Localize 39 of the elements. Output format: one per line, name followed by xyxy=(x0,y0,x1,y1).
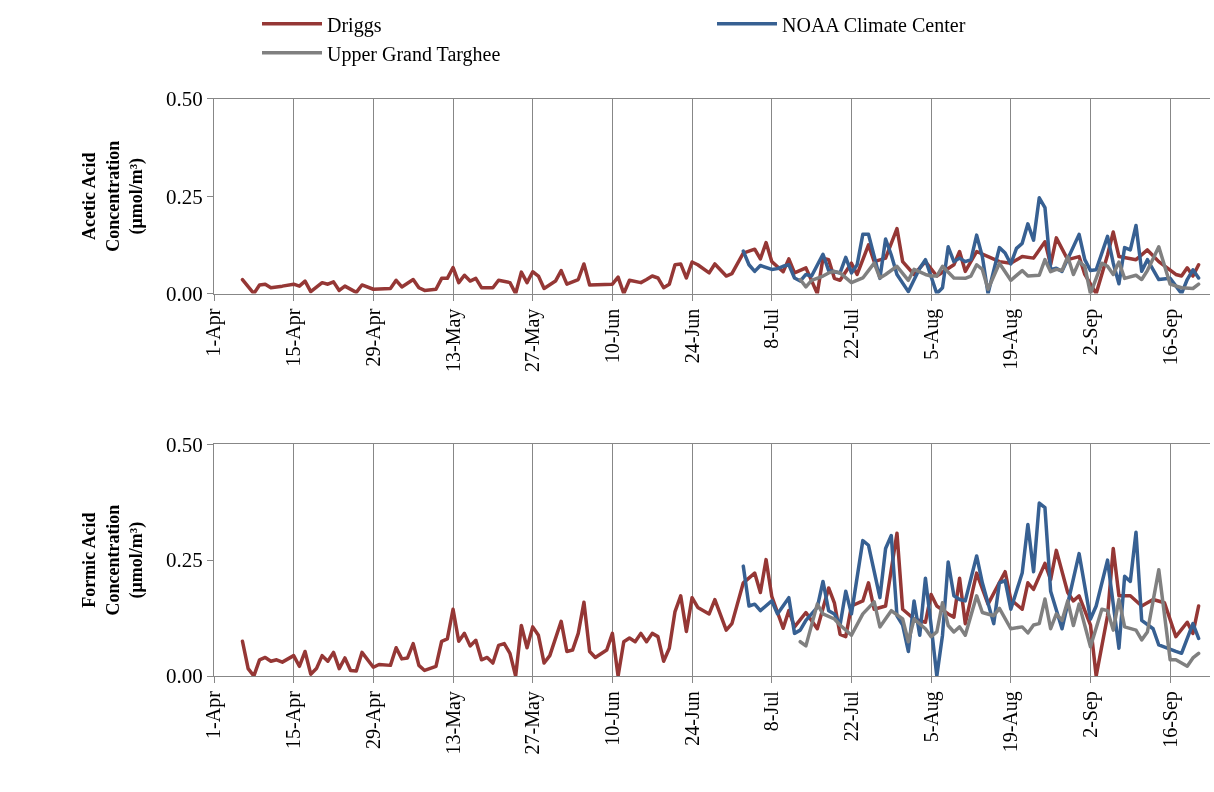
x-tick-label: 27-May xyxy=(521,691,545,755)
x-tick-label: 16-Sep xyxy=(1158,308,1182,366)
x-tick-label: 16-Sep xyxy=(1158,691,1182,748)
x-tick-label: 15-Apr xyxy=(282,308,306,367)
x-tick-label: 2-Sep xyxy=(1078,308,1102,356)
x-tick-label: 1-Apr xyxy=(202,308,226,357)
legend-label: NOAA Climate Center xyxy=(782,13,966,36)
y-tick-label: 0.50 xyxy=(165,87,203,112)
line-series xyxy=(240,531,1201,677)
y-tick-label: 0.25 xyxy=(165,548,203,573)
x-tick-label: 1-Apr xyxy=(202,690,226,739)
x-tick-label: 8-Jul xyxy=(760,308,783,349)
x-tick-label: 22-Jul xyxy=(839,690,862,742)
y-axis-title: Acetic Acid Concentration (μmol/m³) xyxy=(79,140,148,252)
x-tick-label: 27-May xyxy=(521,308,545,373)
x-tick-label: 24-Jun xyxy=(680,308,703,364)
legend-label: Driggs xyxy=(327,13,382,37)
x-tick-label: 19-Aug xyxy=(999,691,1023,753)
x-tick-label: 10-Jun xyxy=(600,308,623,364)
x-tick-label: 19-Aug xyxy=(999,308,1023,370)
x-tick-label: 5-Aug xyxy=(919,308,943,360)
legend-label: Upper Grand Targhee xyxy=(327,42,501,66)
x-tick-label: 2-Sep xyxy=(1078,691,1102,738)
line-series xyxy=(741,501,1201,677)
x-tick-label: 13-May xyxy=(441,691,465,755)
x-tick-label: 22-Jul xyxy=(839,308,862,359)
x-tick-label: 5-Aug xyxy=(919,691,943,743)
y-tick-label: 0.00 xyxy=(165,664,203,689)
x-tick-label: 15-Apr xyxy=(282,690,306,749)
x-tick-label: 29-Apr xyxy=(361,308,385,367)
x-tick-label: 13-May xyxy=(441,308,465,373)
y-tick-label: 0.25 xyxy=(165,184,203,209)
x-tick-label: 29-Apr xyxy=(361,690,385,749)
y-tick-label: 0.00 xyxy=(165,281,203,306)
y-axis-title: Formic Acid Concentration (μmol/m³) xyxy=(79,504,148,616)
y-tick-label: 0.50 xyxy=(165,432,203,457)
x-tick-label: 8-Jul xyxy=(760,690,783,732)
x-tick-label: 24-Jun xyxy=(680,691,703,746)
x-tick-label: 10-Jun xyxy=(600,691,623,746)
